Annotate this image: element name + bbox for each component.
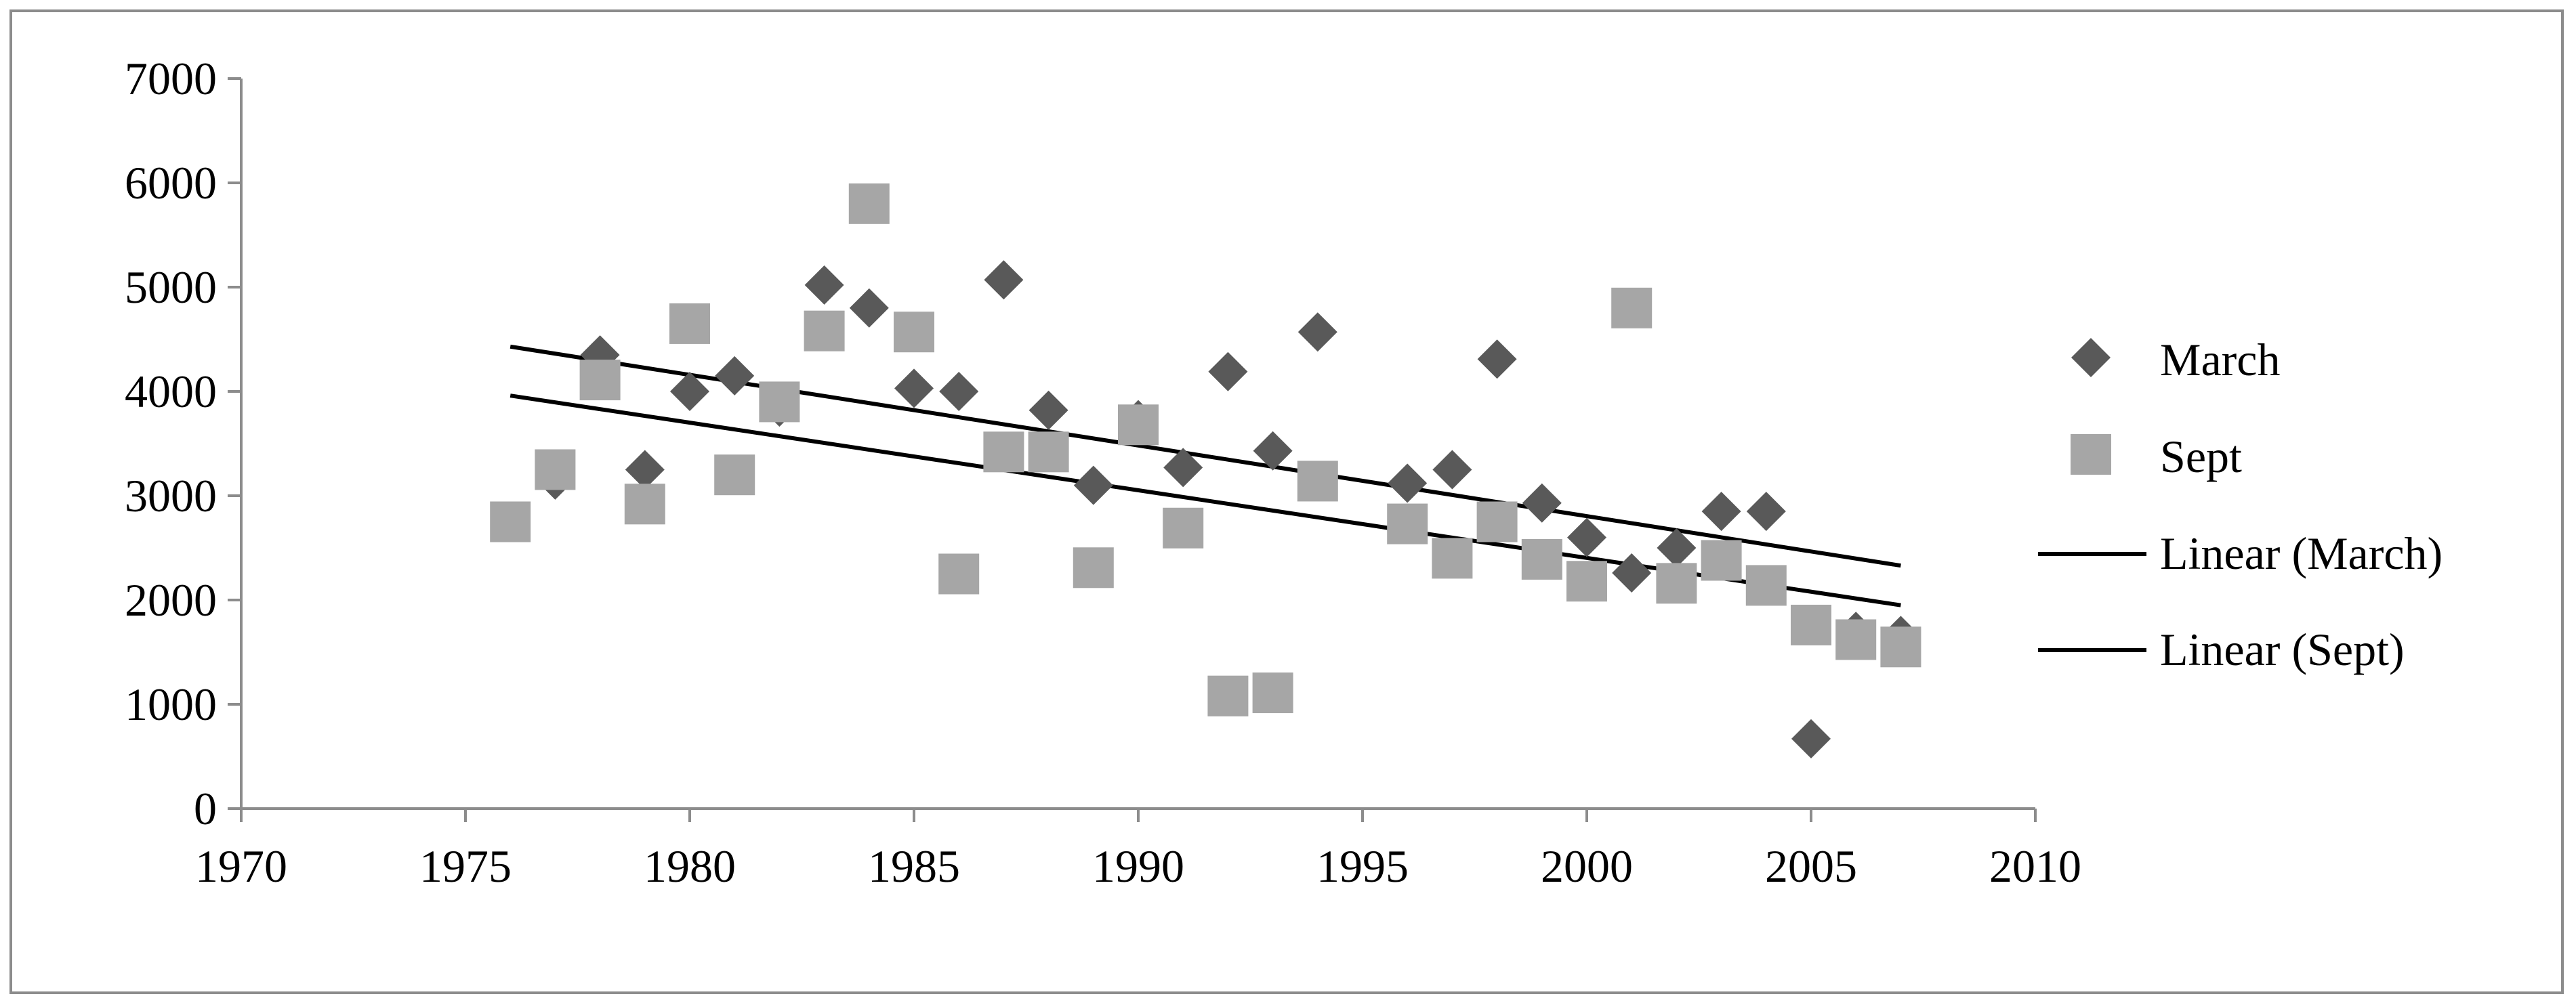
x-tick-label: 1970 [195,840,287,892]
legend-sept-marker [2071,434,2111,475]
sept-point [848,183,890,224]
sept-point [714,454,755,496]
sept-point [1566,561,1607,602]
march-point [1073,465,1113,505]
tick-labels: 0 1000 2000 3000 4000 5000 6000 7000 1970 1975 198… [125,53,2081,892]
legend-march-marker [2071,338,2111,377]
sept-point [804,310,845,351]
march-point [804,265,844,305]
y-tick-label: 7000 [125,53,217,104]
march-point [670,372,709,411]
sept-point [1880,626,1921,668]
sept-point [1835,619,1877,660]
sept-point [535,449,576,490]
y-tick-label: 6000 [125,157,217,209]
march-point [1432,450,1472,490]
march-point [1657,528,1697,568]
legend-linear-march-label: Linear (March) [2160,528,2443,579]
sept-point [1028,431,1069,473]
sept-point [1207,675,1249,717]
x-tick-label: 1995 [1316,840,1409,892]
x-tick-label: 1990 [1092,840,1184,892]
sept-point [490,501,531,542]
y-tick-label: 3000 [125,470,217,521]
march-point [715,356,755,395]
sept-point [1656,563,1697,604]
sept-point [1297,461,1338,502]
sept-point [1745,565,1787,606]
y-tick-label: 1000 [125,679,217,730]
march-point [1477,339,1517,379]
march-point [939,372,979,411]
sept-point [1611,287,1653,328]
sept-point [1118,404,1159,446]
sept-point [624,484,665,525]
sept-point [669,303,710,344]
march-point [1388,463,1428,503]
march-point [625,450,665,490]
x-tick-label: 1985 [868,840,960,892]
march-point [1029,390,1068,430]
march-point [1791,719,1831,758]
sept-point [1521,538,1562,580]
y-tick-label: 0 [194,783,217,834]
sept-point [1073,547,1114,589]
sept-point [1701,540,1742,581]
sept-point [579,360,621,401]
legend-sept-label: Sept [2160,431,2242,482]
sept-point [983,431,1024,473]
axes [228,77,2037,822]
y-tick-label: 5000 [125,261,217,313]
march-point [1253,431,1293,471]
sept-point [1387,503,1428,544]
march-point [1163,448,1203,488]
sept-point [1163,507,1204,549]
march-point [1522,483,1562,523]
sept-point [759,381,800,423]
march-point [984,260,1024,300]
sept-point [894,312,934,353]
legend-march-label: March [2160,334,2280,385]
legend-linear-sept-label: Linear (Sept) [2160,624,2405,675]
sept-point [1252,672,1293,714]
x-tick-label: 2005 [1765,840,1857,892]
sept-point [1432,538,1473,579]
y-tick-label: 4000 [125,366,217,417]
sept-point [1791,604,1831,645]
march-point [894,368,934,408]
march-point [849,288,889,328]
march-point [1297,312,1337,352]
x-tick-label: 2000 [1541,840,1633,892]
march-point [1567,517,1606,557]
data-points [490,183,1921,758]
x-tick-label: 2010 [1989,840,2081,892]
march-point [1701,492,1741,532]
sept-point [1476,501,1518,542]
march-point [1746,492,1786,532]
march-point [1208,351,1248,391]
y-tick-label: 2000 [125,574,217,626]
chart-frame [9,9,2564,994]
x-tick-label: 1980 [644,840,736,892]
x-tick-label: 1975 [419,840,512,892]
march-point [1612,553,1652,593]
sept-point [938,553,980,595]
legend: March Sept Linear (March) Linear (Sept) [2038,334,2443,675]
